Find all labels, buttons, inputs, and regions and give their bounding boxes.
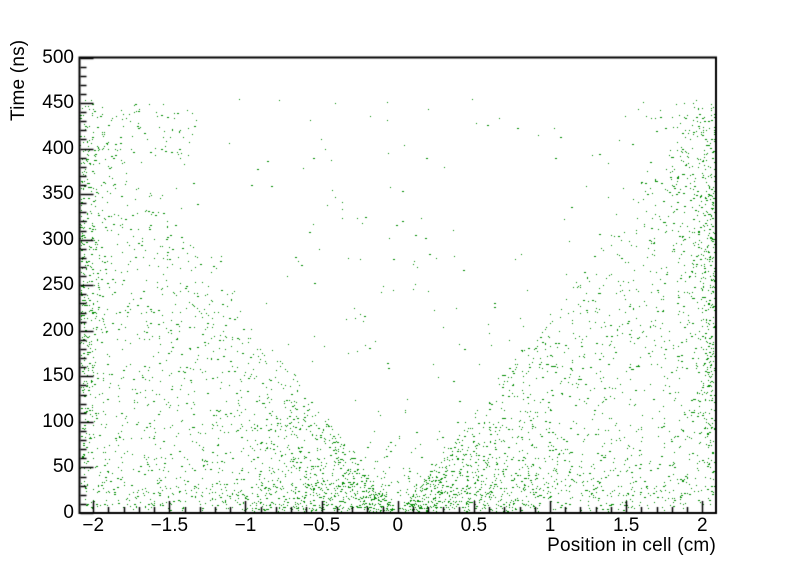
x-tick-label: −0.5 (302, 515, 341, 536)
y-tick-label: 100 (42, 410, 74, 432)
x-tick-label: −1.5 (150, 515, 189, 536)
y-tick-label: 0 (63, 502, 74, 523)
y-tick-label: 500 (42, 46, 74, 68)
y-tick-label: 50 (52, 456, 74, 478)
y-tick-label: 150 (42, 365, 74, 387)
y-tick-label: 300 (42, 228, 74, 250)
x-tick-label: −1 (234, 515, 257, 536)
x-tick-label: 0 (392, 515, 404, 536)
x-tick-label: 1.5 (612, 515, 640, 536)
y-tick-label: 350 (42, 183, 74, 205)
x-tick-label: 0.5 (460, 515, 488, 536)
y-tick-label: 400 (42, 137, 74, 159)
x-axis-title: Position in cell (cm) (547, 535, 716, 556)
y-tick-label: 450 (42, 92, 74, 114)
x-tick-label: −2 (82, 515, 105, 536)
y-tick-label: 200 (42, 319, 74, 341)
x-tick-label: 1 (544, 515, 556, 536)
y-tick-label: 250 (42, 274, 74, 296)
x-tick-label: 2 (696, 515, 708, 536)
